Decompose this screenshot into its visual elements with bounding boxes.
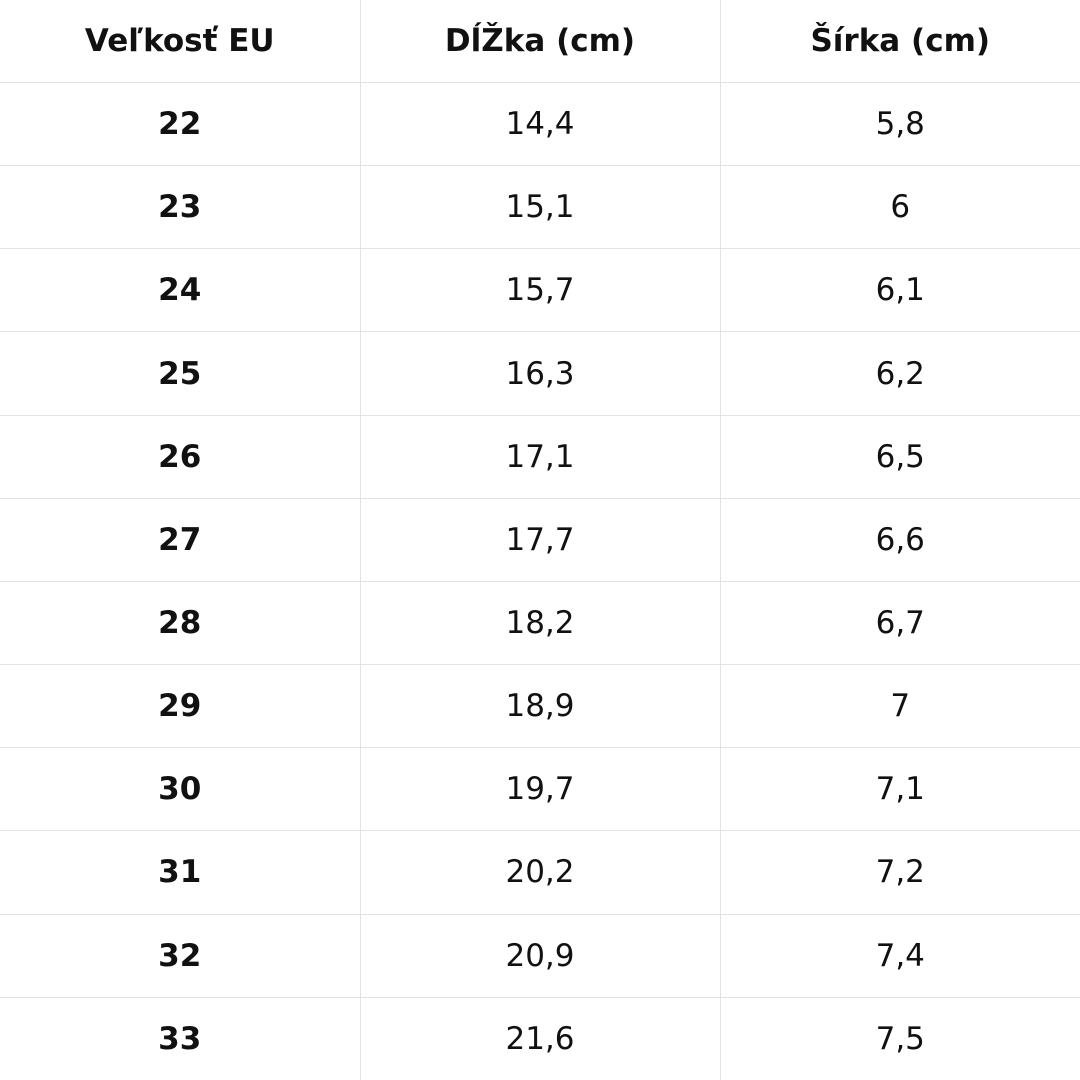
size-cell: 26 (0, 414, 361, 499)
table-body: 22 14,4 5,8 23 15,1 6 24 15,7 6,1 25 16,3 6,2 26 17,1… (0, 81, 1080, 1080)
size-cell: 28 (0, 580, 361, 666)
measure-cell: 14,4 (359, 81, 721, 167)
measure-cell: 7,5 (719, 996, 1080, 1080)
table-row: 30 19,7 7,1 (0, 747, 1080, 832)
table-row: 22 14,4 5,8 (0, 81, 1080, 167)
measure-cell: 6,1 (719, 248, 1080, 333)
header-cell: Šírka (cm) (719, 0, 1080, 83)
header-cell: DĺŽka (cm) (359, 0, 721, 83)
measure-cell: 6 (719, 165, 1080, 250)
size-cell: 27 (0, 497, 361, 582)
table-row: 27 17,7 6,6 (0, 497, 1080, 582)
measure-cell: 6,7 (719, 580, 1080, 666)
measure-cell: 6,5 (719, 414, 1080, 499)
measure-cell: 15,1 (359, 165, 721, 250)
size-cell: 31 (0, 830, 361, 915)
table-row: 28 18,2 6,7 (0, 580, 1080, 666)
header-row: Veľkosť EU DĺŽka (cm) Šírka (cm) (0, 0, 1080, 83)
size-cell: 22 (0, 81, 361, 167)
measure-cell: 16,3 (359, 331, 721, 416)
table-row: 33 21,6 7,5 (0, 996, 1080, 1080)
measure-cell: 20,9 (359, 913, 721, 998)
measure-cell: 18,9 (359, 664, 721, 749)
measure-cell: 17,7 (359, 497, 721, 582)
measure-cell: 5,8 (719, 81, 1080, 167)
table-row: 26 17,1 6,5 (0, 414, 1080, 499)
size-cell: 25 (0, 331, 361, 416)
table-row: 25 16,3 6,2 (0, 331, 1080, 416)
header-cell: Veľkosť EU (0, 0, 361, 83)
size-cell: 29 (0, 664, 361, 749)
size-cell: 23 (0, 165, 361, 250)
measure-cell: 20,2 (359, 830, 721, 915)
measure-cell: 7,2 (719, 830, 1080, 915)
table-row: 29 18,9 7 (0, 664, 1080, 749)
size-cell: 24 (0, 248, 361, 333)
measure-cell: 15,7 (359, 248, 721, 333)
size-cell: 33 (0, 996, 361, 1080)
table-row: 23 15,1 6 (0, 165, 1080, 250)
table-row: 24 15,7 6,1 (0, 248, 1080, 333)
measure-cell: 21,6 (359, 996, 721, 1080)
measure-cell: 7,4 (719, 913, 1080, 998)
measure-cell: 19,7 (359, 747, 721, 832)
measure-cell: 7 (719, 664, 1080, 749)
table-row: 31 20,2 7,2 (0, 830, 1080, 915)
measure-cell: 6,2 (719, 331, 1080, 416)
measure-cell: 17,1 (359, 414, 721, 499)
size-cell: 30 (0, 747, 361, 832)
table-row: 32 20,9 7,4 (0, 913, 1080, 998)
measure-cell: 18,2 (359, 580, 721, 666)
measure-cell: 6,6 (719, 497, 1080, 582)
size-cell: 32 (0, 913, 361, 998)
measure-cell: 7,1 (719, 747, 1080, 832)
table-head: Veľkosť EU DĺŽka (cm) Šírka (cm) (0, 0, 1080, 83)
